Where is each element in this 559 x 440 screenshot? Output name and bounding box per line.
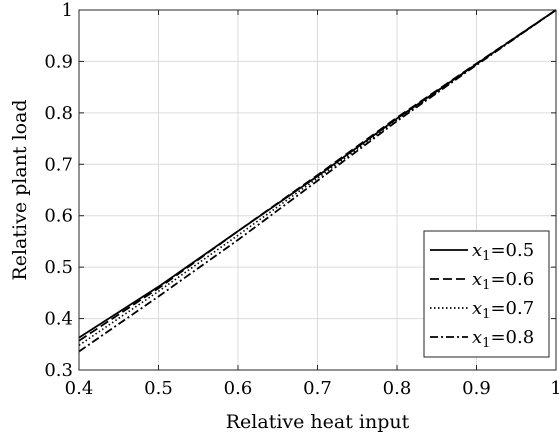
x-tick-label: 0.9 bbox=[462, 378, 491, 399]
y-tick-label: 0.5 bbox=[44, 257, 73, 278]
y-tick-label: 1 bbox=[62, 0, 73, 21]
y-tick-label: 0.4 bbox=[44, 309, 73, 330]
x-tick-label: 1 bbox=[550, 378, 559, 399]
legend-label-2: x1=0.6 bbox=[472, 269, 534, 293]
x-tick-label: 0.8 bbox=[383, 378, 412, 399]
y-tick-label: 0.8 bbox=[44, 103, 73, 124]
series-line-2 bbox=[78, 9, 557, 342]
y-tick-label: 0.3 bbox=[44, 360, 73, 381]
x-axis-label: Relative heat input bbox=[226, 411, 410, 433]
series-layer bbox=[78, 9, 557, 353]
x-tick-label: 0.4 bbox=[65, 378, 94, 399]
legend: x1=0.5 x1=0.6 x1=0.7 x1=0.8 bbox=[423, 230, 550, 358]
y-tick-label: 0.7 bbox=[44, 154, 73, 175]
y-tick-label: 0.6 bbox=[44, 206, 73, 227]
legend-label-4: x1=0.8 bbox=[472, 327, 534, 351]
legend-label-3: x1=0.7 bbox=[472, 298, 534, 322]
y-tick-label: 0.9 bbox=[44, 51, 73, 72]
y-axis-label: Relative plant load bbox=[9, 99, 31, 280]
series-line-3 bbox=[78, 9, 557, 346]
series-line-4 bbox=[78, 9, 557, 353]
x-tick-label: 0.5 bbox=[144, 378, 173, 399]
x-tick-label: 0.7 bbox=[303, 378, 332, 399]
ticks: 0.4 0.5 0.6 0.7 0.8 0.9 10.30.40.50.60.70.80.9… bbox=[44, 0, 559, 399]
x-tick-label: 0.6 bbox=[224, 378, 253, 399]
legend-label-1: x1=0.5 bbox=[472, 240, 534, 264]
legend-box bbox=[423, 230, 550, 358]
